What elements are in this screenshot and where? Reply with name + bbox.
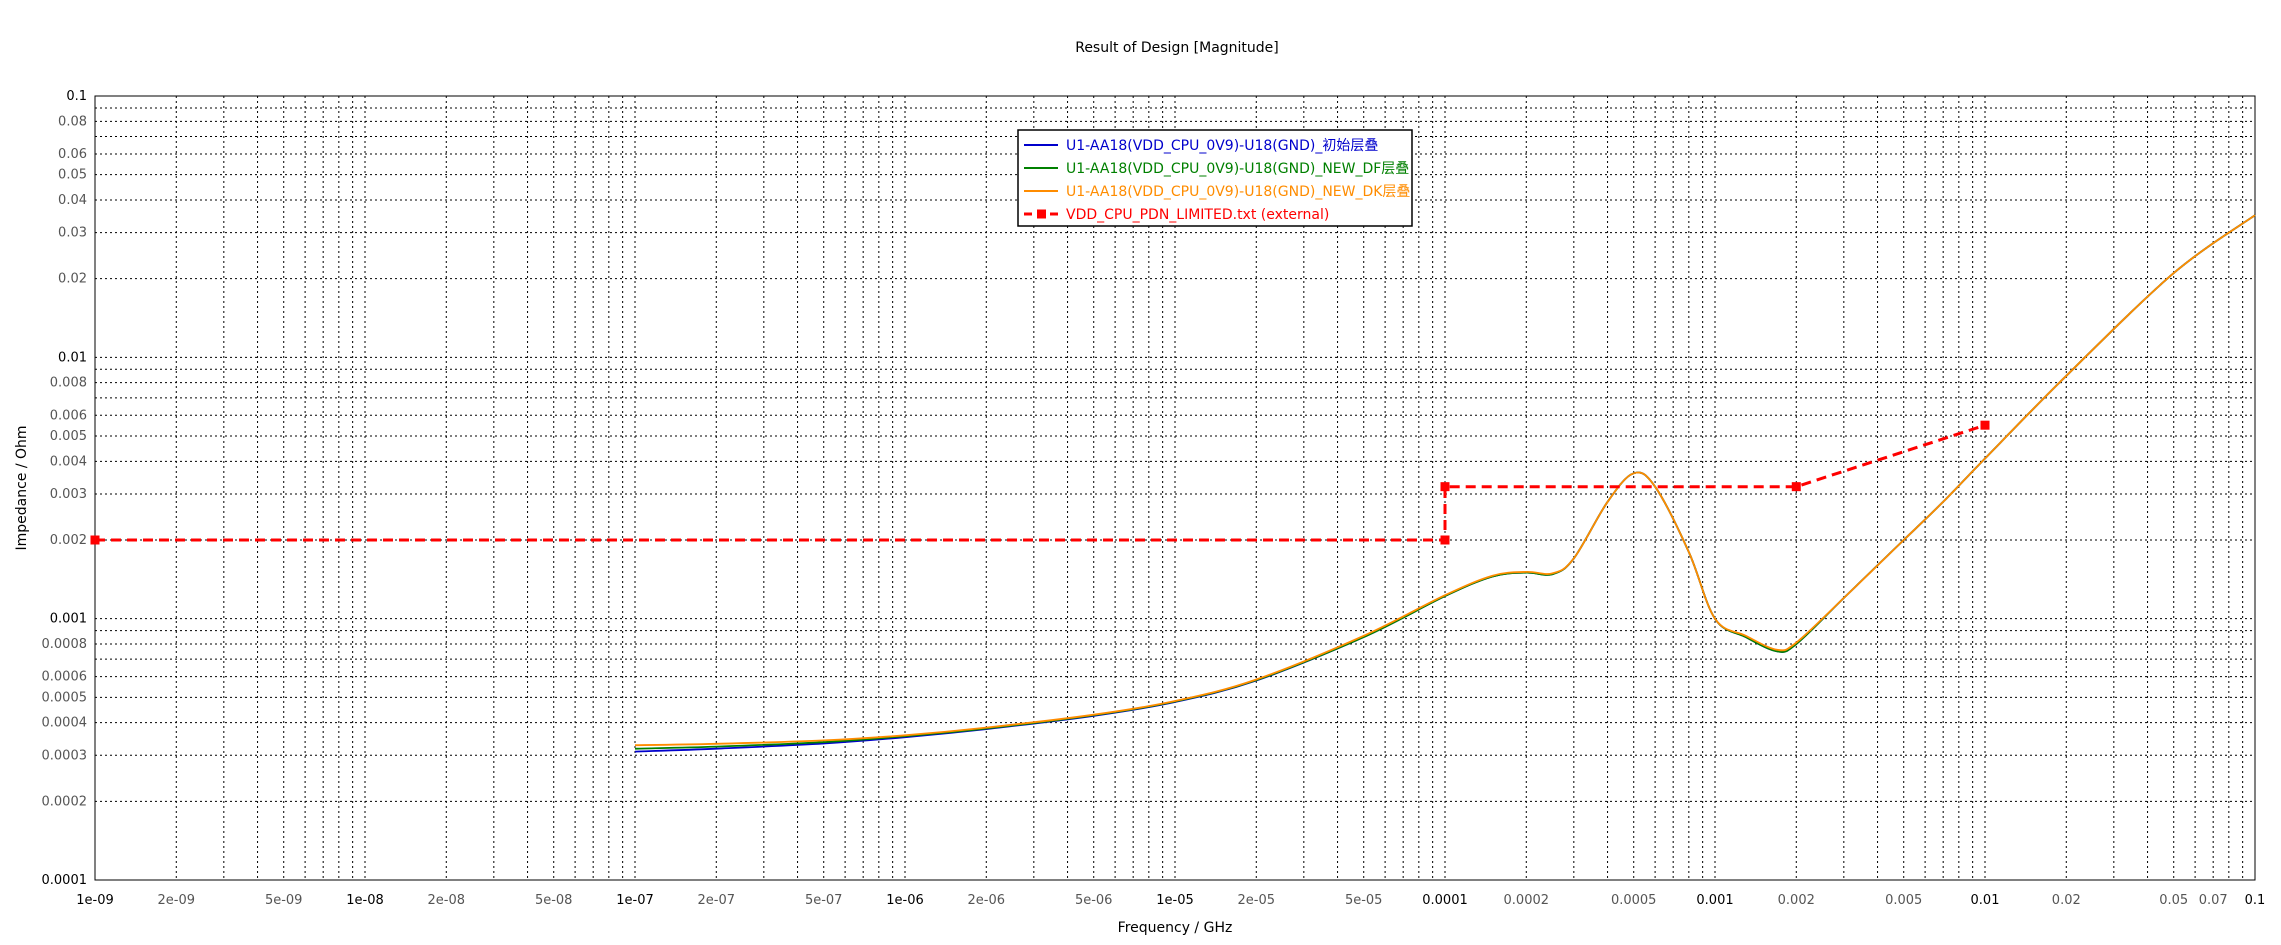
plot-area bbox=[94, 95, 2256, 881]
x-tick-label: 0.01 bbox=[1971, 893, 2000, 908]
x-tick-label: 2e-05 bbox=[1238, 893, 1276, 908]
x-tick-label: 1e-06 bbox=[886, 893, 924, 908]
x-tick-label: 1e-05 bbox=[1156, 893, 1194, 908]
y-tick-label: 0.0005 bbox=[42, 690, 88, 705]
x-tick-label: 1e-09 bbox=[76, 893, 114, 908]
x-tick-label: 2e-09 bbox=[158, 893, 196, 908]
x-tick-label: 0.0001 bbox=[1422, 893, 1468, 908]
y-axis-title: Impedance / Ohm bbox=[14, 425, 30, 550]
legend-box bbox=[1017, 129, 1413, 227]
y-tick-label: 0.006 bbox=[50, 408, 87, 423]
series-layer bbox=[90, 214, 2256, 753]
limit-marker bbox=[1980, 420, 1990, 430]
x-tick-label: 0.07 bbox=[2199, 893, 2228, 908]
x-tick-label: 0.001 bbox=[1696, 893, 1733, 908]
y-tick-label: 0.0002 bbox=[42, 794, 88, 809]
legend-entry: U1-AA18(VDD_CPU_0V9)-U18(GND)_NEW_DF层叠 bbox=[1066, 161, 1409, 177]
x-tick-label: 5e-09 bbox=[265, 893, 303, 908]
y-axis-ticks: 0.1 0.08 0.06 0.05 0.04 0.03 0.02 0.01 0.008 0.00… bbox=[42, 89, 88, 888]
legend-entry: U1-AA18(VDD_CPU_0V9)-U18(GND)_初始层叠 bbox=[1066, 137, 1378, 154]
y-tick-label: 0.003 bbox=[50, 487, 87, 502]
x-tick-label: 1e-07 bbox=[616, 893, 654, 908]
x-tick-label: 2e-06 bbox=[968, 893, 1006, 908]
legend-entry: VDD_CPU_PDN_LIMITED.txt (external) bbox=[1066, 207, 1329, 223]
limit-marker bbox=[1791, 482, 1801, 492]
x-tick-label: 5e-05 bbox=[1345, 893, 1383, 908]
y-tick-label: 0.004 bbox=[50, 454, 87, 469]
x-tick-label: 0.0005 bbox=[1611, 893, 1657, 908]
y-tick-label: 0.0008 bbox=[42, 637, 88, 652]
y-tick-label: 0.02 bbox=[58, 272, 87, 287]
x-tick-label: 1e-08 bbox=[346, 893, 384, 908]
x-tick-label: 5e-08 bbox=[535, 893, 573, 908]
y-tick-label: 0.05 bbox=[58, 168, 87, 183]
x-axis-ticks: 1e-09 2e-09 5e-09 1e-08 2e-08 5e-08 1e-07 2e-07… bbox=[76, 893, 2265, 908]
x-tick-label: 5e-07 bbox=[805, 893, 843, 908]
legend: U1-AA18(VDD_CPU_0V9)-U18(GND)_初始层叠 U1-AA1… bbox=[1017, 129, 1413, 227]
x-tick-label: 0.005 bbox=[1885, 893, 1922, 908]
limit-marker bbox=[90, 535, 100, 545]
y-tick-label: 0.0006 bbox=[42, 670, 88, 685]
series-line-limit bbox=[95, 423, 1986, 542]
y-tick-label: 0.0001 bbox=[42, 873, 88, 888]
legend-marker bbox=[1037, 209, 1046, 219]
y-tick-label: 0.01 bbox=[58, 350, 87, 365]
limit-marker bbox=[1440, 535, 1450, 545]
series-line-3 bbox=[634, 214, 2256, 747]
x-tick-label: 0.1 bbox=[2245, 893, 2266, 908]
y-tick-label: 0.008 bbox=[50, 376, 87, 391]
legend-entry: U1-AA18(VDD_CPU_0V9)-U18(GND)_NEW_DK层叠 bbox=[1066, 184, 1410, 200]
chart-title: Result of Design [Magnitude] bbox=[1075, 40, 1279, 56]
x-tick-label: 2e-08 bbox=[428, 893, 466, 908]
x-tick-label: 0.0002 bbox=[1504, 893, 1550, 908]
y-tick-label: 0.001 bbox=[50, 612, 87, 627]
y-tick-label: 0.002 bbox=[50, 533, 87, 548]
x-tick-label: 0.05 bbox=[2159, 893, 2188, 908]
y-tick-label: 0.03 bbox=[58, 226, 87, 241]
y-tick-label: 0.1 bbox=[66, 89, 87, 104]
y-tick-label: 0.005 bbox=[50, 429, 87, 444]
y-tick-label: 0.0003 bbox=[42, 748, 88, 763]
x-tick-label: 2e-07 bbox=[698, 893, 736, 908]
y-tick-label: 0.06 bbox=[58, 147, 87, 162]
x-tick-label: 5e-06 bbox=[1075, 893, 1113, 908]
x-axis-title: Frequency / GHz bbox=[1118, 920, 1233, 936]
limit-marker bbox=[1440, 482, 1450, 492]
y-tick-label: 0.0004 bbox=[42, 716, 88, 731]
x-tick-label: 0.02 bbox=[2052, 893, 2081, 908]
x-tick-label: 0.002 bbox=[1778, 893, 1815, 908]
y-tick-label: 0.08 bbox=[58, 114, 87, 129]
y-tick-label: 0.04 bbox=[58, 193, 87, 208]
